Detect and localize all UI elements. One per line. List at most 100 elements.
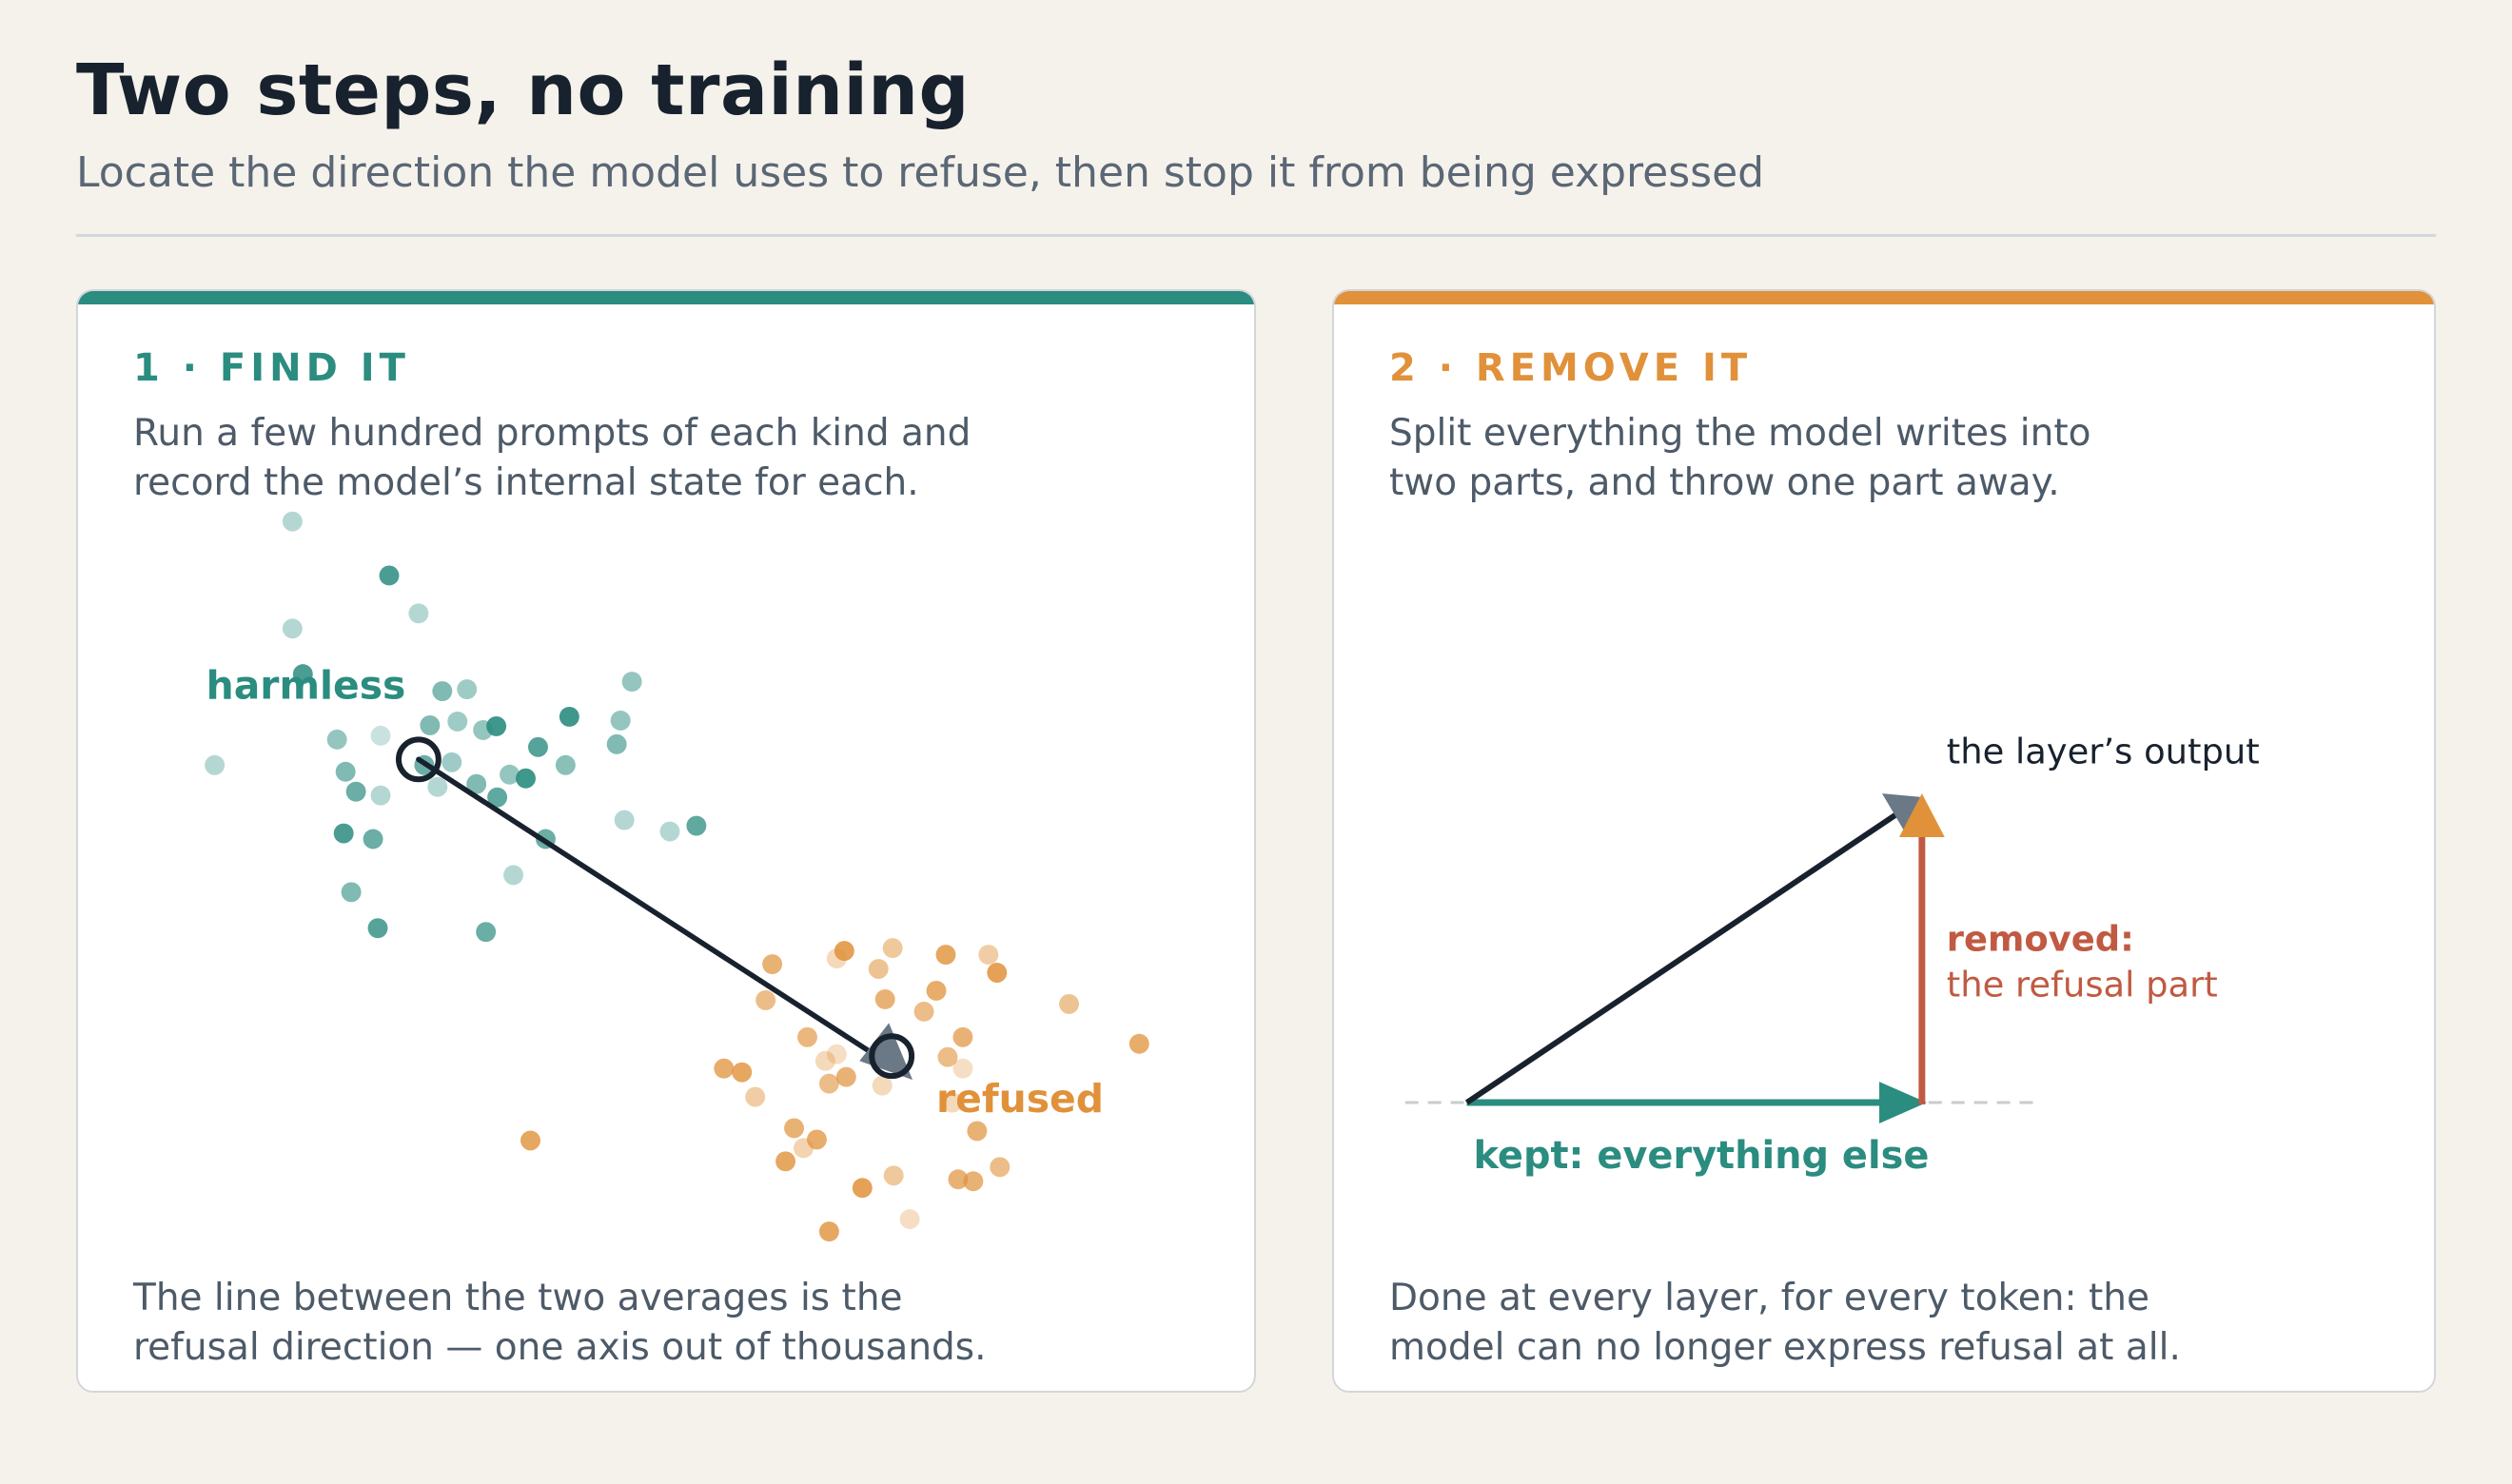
- header-divider: [76, 234, 2436, 237]
- step-find-card: 1 · FIND IT Run a few hundred prompts of…: [76, 289, 1256, 1393]
- refused-activation-point: [818, 1073, 839, 1094]
- harmless-activation-point: [333, 823, 354, 844]
- refused-activation-point: [835, 1066, 856, 1087]
- harmless-activation-point: [432, 681, 453, 702]
- harmless-activation-point: [363, 829, 383, 849]
- refused-activation-point: [775, 1151, 796, 1172]
- refused-activation-point: [874, 988, 895, 1009]
- layer-output-arrowhead: [1882, 793, 1924, 831]
- step-find-intro-line-1: Run a few hundred prompts of each kind a…: [133, 412, 971, 455]
- refused-activation-point: [990, 1157, 1011, 1178]
- refused-activation-point: [797, 1026, 817, 1047]
- layer-output-vector-line: [1464, 810, 1901, 1105]
- harmless-activation-point: [379, 565, 400, 586]
- removed-label-title: removed:: [1947, 919, 2134, 960]
- harmless-mean-marker: [395, 736, 442, 783]
- harmless-activation-point: [487, 787, 508, 808]
- harmless-activation-point: [686, 815, 707, 836]
- harmless-activation-point: [466, 773, 487, 794]
- refused-activation-point: [1059, 993, 1079, 1014]
- refused-activation-point: [784, 1118, 804, 1139]
- harmless-activation-point: [370, 725, 391, 746]
- step-find-intro-line-2: record the model’s internal state for ea…: [133, 461, 919, 504]
- harmless-activation-point: [476, 922, 497, 943]
- refused-activation-point: [868, 959, 889, 979]
- kept-component-label: kept: everything else: [1473, 1134, 1929, 1178]
- refused-activation-point: [826, 1044, 847, 1064]
- harmless-activation-point: [345, 781, 366, 802]
- refused-activation-point: [818, 1221, 839, 1242]
- cluster-scatter-diagram: harmless refused: [205, 511, 1149, 1242]
- refused-activation-point: [899, 1209, 920, 1230]
- step-find-accent-bar: [78, 291, 1254, 304]
- harmless-activation-point: [282, 618, 303, 639]
- refused-activation-point: [937, 1046, 958, 1067]
- refused-activation-point: [756, 989, 776, 1010]
- harmless-activation-point: [503, 865, 524, 886]
- refused-activation-point: [987, 963, 1008, 983]
- step-remove-intro-line-1: Split everything the model writes into: [1389, 412, 2091, 455]
- harmless-activation-point: [528, 736, 548, 757]
- harmless-activation-point: [370, 785, 391, 806]
- harmless-activation: [205, 511, 707, 943]
- step-find-heading: 1 · FIND IT: [133, 346, 410, 390]
- harmless-activation-point: [486, 715, 507, 736]
- refused-activation-point: [520, 1130, 540, 1151]
- refused-activation-point: [872, 1075, 893, 1096]
- kept-component-arrowhead: [1879, 1082, 1927, 1123]
- refused-activation-point: [1128, 1033, 1149, 1054]
- refused-activation-point: [794, 1138, 814, 1159]
- step-find-caption-line-2: refusal direction — one axis out of thou…: [133, 1326, 987, 1369]
- step-remove-caption: Done at every layer, for every token: th…: [1389, 1274, 2181, 1373]
- refused-activation-point: [745, 1086, 766, 1107]
- harmless-activation-point: [559, 706, 579, 727]
- harmless-activation-point: [282, 511, 303, 532]
- refused-activation-point: [935, 945, 956, 966]
- harmless-activation-point: [367, 918, 388, 939]
- removed-component-arrowhead: [1898, 793, 1945, 838]
- step-remove-intro: Split everything the model writes into t…: [1389, 409, 2090, 508]
- harmless-activation-point: [516, 768, 536, 789]
- refused-activation: [520, 938, 1149, 1242]
- harmless-activation-point: [341, 882, 362, 903]
- refused-activation-point: [852, 1178, 873, 1199]
- refused-activation-point: [882, 938, 903, 959]
- refused-cluster-label: refused: [936, 1076, 1104, 1122]
- refused-activation-point: [814, 1050, 835, 1071]
- harmless-activation-point: [205, 754, 226, 775]
- harmless-activation-point: [659, 821, 680, 842]
- step-find-intro: Run a few hundred prompts of each kind a…: [133, 409, 971, 508]
- harmless-activation-point: [457, 679, 478, 700]
- refused-activation-point: [806, 1129, 827, 1150]
- refused-activation-point: [952, 1026, 973, 1047]
- refused-mean-marker: [869, 1033, 915, 1080]
- step-remove-caption-line-2: model can no longer express refusal at a…: [1389, 1326, 2181, 1369]
- refused-activation-point: [834, 941, 854, 962]
- refused-activation-point: [967, 1121, 988, 1142]
- refused-activation-point: [978, 945, 999, 966]
- harmless-activation-point: [326, 729, 347, 750]
- refused-activation-point: [926, 980, 947, 1001]
- refusal-direction-arrowhead: [859, 1023, 913, 1081]
- step-remove-intro-line-2: two parts, and throw one part away.: [1389, 461, 2060, 504]
- step-find-caption: The line between the two averages is the…: [133, 1274, 987, 1373]
- step-remove-caption-line-1: Done at every layer, for every token: th…: [1389, 1277, 2150, 1319]
- refused-activation-point: [942, 1092, 963, 1113]
- harmless-activation-point: [335, 761, 356, 782]
- page-subtitle: Locate the direction the model uses to r…: [76, 148, 1765, 197]
- refused-activation-point: [826, 948, 847, 969]
- harmless-cluster-label: harmless: [206, 663, 406, 709]
- step-find-caption-line-1: The line between the two averages is the: [133, 1277, 903, 1319]
- refused-activation-point: [963, 1171, 984, 1192]
- removed-label-detail: the refusal part: [1947, 964, 2218, 1005]
- activation-points: [205, 511, 1149, 1242]
- harmless-activation-point: [614, 810, 635, 830]
- step-remove-heading: 2 · REMOVE IT: [1389, 346, 1753, 390]
- harmless-activation-point: [408, 603, 429, 624]
- projection-diagram: the layer’s output removed: the refusal …: [1404, 731, 2260, 1178]
- harmless-activation-point: [427, 776, 448, 797]
- refused-activation-point: [952, 1058, 973, 1079]
- harmless-activation-point: [606, 733, 627, 754]
- harmless-activation-point: [292, 664, 313, 685]
- refused-activation-point: [762, 954, 783, 975]
